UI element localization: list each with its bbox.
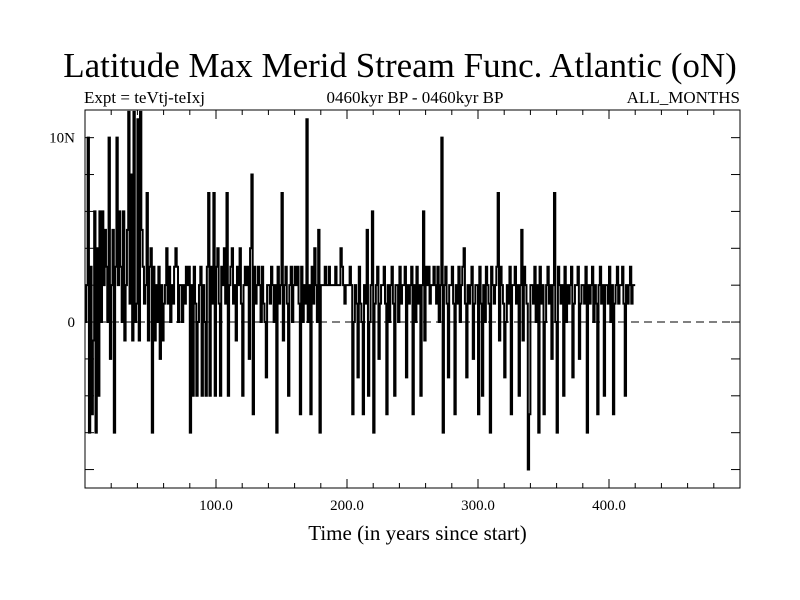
x-tick-label: 400.0 xyxy=(592,498,626,514)
x-tick-label: 300.0 xyxy=(461,498,495,514)
x-axis-label: Time (in years since start) xyxy=(308,521,527,545)
experiment-label: Expt = teVtj-teIxj xyxy=(84,88,206,107)
y-tick-label: 0 xyxy=(68,315,76,331)
y-tick-label: 10N xyxy=(49,131,75,147)
x-tick-label: 100.0 xyxy=(199,498,233,514)
y-tick-labels: 10N 0 xyxy=(49,131,75,331)
plot-frame xyxy=(84,109,741,489)
x-tick-labels: 100.0 200.0 300.0 400.0 xyxy=(199,498,626,514)
chart-title: Latitude Max Merid Stream Func. Atlantic… xyxy=(63,46,737,85)
months-label: ALL_MONTHS xyxy=(626,88,740,107)
x-tick-label: 200.0 xyxy=(330,498,364,514)
period-label: 0460kyr BP - 0460kyr BP xyxy=(326,88,504,107)
series-line xyxy=(85,110,636,471)
